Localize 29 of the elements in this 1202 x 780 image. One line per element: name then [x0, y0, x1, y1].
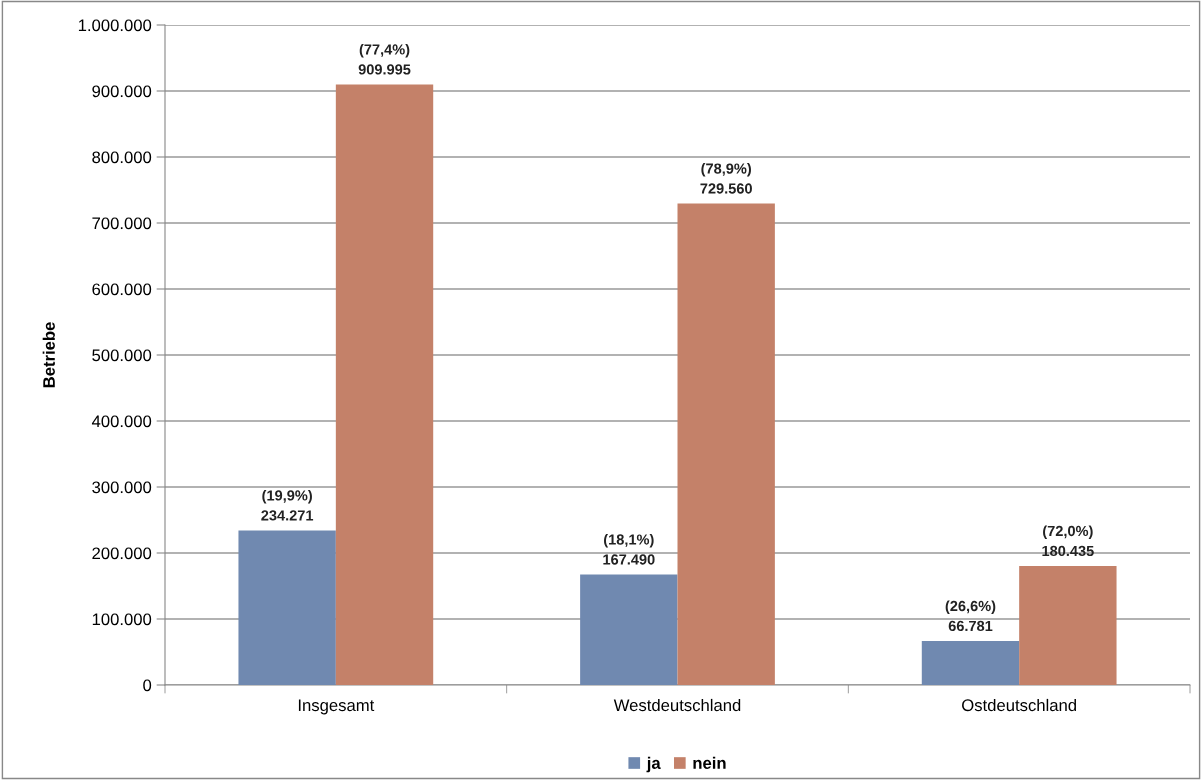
- data-label: (72,0%) 180.435: [1042, 525, 1094, 557]
- y-tick-label: 800.000: [92, 151, 152, 164]
- x-tick-label: Ostdeutschland: [962, 698, 1076, 712]
- legend-label: nein: [693, 756, 726, 770]
- bar: [580, 574, 678, 685]
- y-tick-label: 900.000: [92, 85, 152, 98]
- y-tick-label: 600.000: [92, 283, 152, 296]
- y-tick-label: 200.000: [92, 547, 152, 560]
- data-label: (77,4%) 909.995: [358, 43, 411, 75]
- legend-label: ja: [646, 756, 661, 773]
- bar: [1019, 565, 1117, 685]
- data-label: (19,9%) 234.271: [261, 489, 314, 521]
- bar: [921, 640, 1020, 685]
- y-tick-label: 400.000: [91, 415, 152, 428]
- y-tick-label: 1.000.000: [78, 19, 152, 32]
- bar: [238, 530, 336, 685]
- y-axis-title: Betriebe: [42, 322, 55, 388]
- x-tick-label: Westdeutschland: [613, 698, 741, 712]
- y-tick-label: 500.000: [92, 349, 152, 362]
- data-label: (78,9%) 729.560: [700, 163, 752, 194]
- x-tick-label: Insgesamt: [298, 699, 375, 715]
- y-tick-label: 100.000: [92, 613, 152, 626]
- bar: [677, 203, 775, 685]
- bar: [335, 84, 434, 685]
- data-label: (18,1%) 167.490: [603, 533, 655, 565]
- data-label: (26,6%) 66.781: [945, 600, 996, 632]
- y-tick-label: 300.000: [92, 481, 152, 494]
- y-tick-label: 700.000: [92, 217, 152, 230]
- y-tick-label: 0: [143, 679, 152, 692]
